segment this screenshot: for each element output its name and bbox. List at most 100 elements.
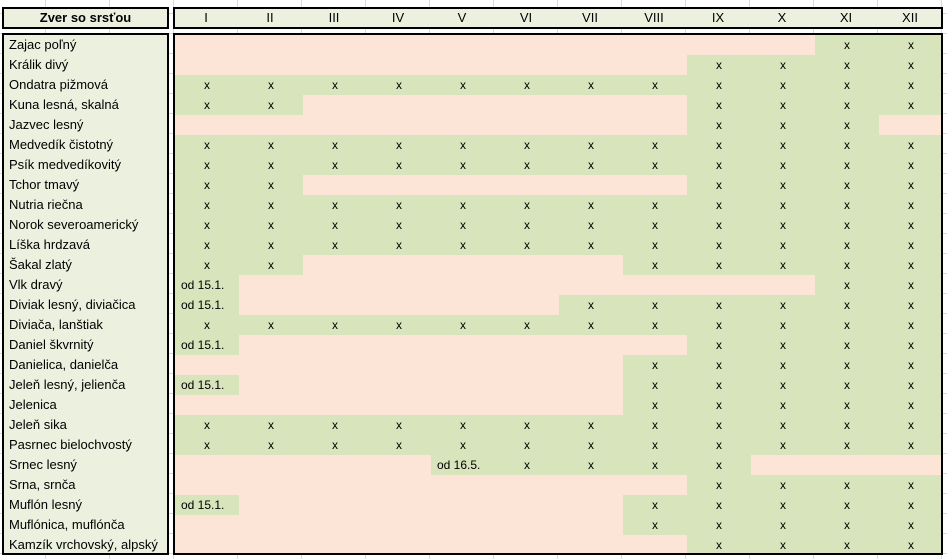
open-season-cell[interactable]: x [495,215,559,235]
open-season-cell[interactable]: x [559,295,623,315]
open-season-cell[interactable]: x [879,275,941,295]
closed-season-cell[interactable] [175,535,239,553]
closed-season-cell[interactable] [367,535,431,553]
open-season-cell[interactable]: x [751,135,815,155]
open-season-cell[interactable]: x [623,375,687,395]
animal-name[interactable]: Pasrnec bielochvostý [9,437,132,452]
open-season-cell[interactable]: x [367,135,431,155]
open-season-cell[interactable]: x [879,475,941,495]
closed-season-cell[interactable] [239,375,303,395]
animal-name[interactable]: Vlk dravý [9,277,63,292]
closed-season-cell[interactable] [495,355,559,375]
open-season-cell[interactable]: x [175,215,239,235]
open-season-cell[interactable]: x [687,435,751,455]
closed-season-cell[interactable] [431,515,495,535]
open-season-cell[interactable]: x [815,495,879,515]
closed-season-cell[interactable] [367,275,431,295]
open-season-cell[interactable]: x [559,155,623,175]
animal-name[interactable]: Norok severoamerický [9,217,139,232]
open-season-cell[interactable]: x [687,375,751,395]
closed-season-cell[interactable] [367,35,431,55]
open-season-cell[interactable]: x [879,215,941,235]
month-header-7[interactable]: VII [582,10,598,25]
closed-season-cell[interactable] [559,515,623,535]
animal-name[interactable]: Šakal zlatý [9,257,72,272]
open-season-cell[interactable]: x [303,195,367,215]
closed-season-cell[interactable] [303,495,367,515]
closed-season-cell[interactable] [367,475,431,495]
open-season-cell[interactable]: x [239,75,303,95]
animal-name[interactable]: Králik divý [9,57,69,72]
closed-season-cell[interactable] [303,535,367,553]
closed-season-cell[interactable] [239,475,303,495]
closed-season-cell[interactable] [239,35,303,55]
open-season-cell[interactable]: x [687,415,751,435]
open-season-cell[interactable]: x [559,75,623,95]
open-season-cell[interactable]: x [815,195,879,215]
closed-season-cell[interactable] [495,535,559,553]
open-season-cell[interactable]: x [175,95,239,115]
open-season-cell[interactable]: x [623,75,687,95]
open-season-cell[interactable]: x [879,415,941,435]
open-season-cell[interactable]: x [815,335,879,355]
closed-season-cell[interactable] [239,495,303,515]
closed-season-cell[interactable] [239,535,303,553]
closed-season-cell[interactable] [559,375,623,395]
open-season-cell[interactable]: x [495,415,559,435]
open-season-cell[interactable]: x [239,195,303,215]
closed-season-cell[interactable] [559,255,623,275]
open-season-cell[interactable]: x [815,95,879,115]
month-header-3[interactable]: III [328,10,340,25]
closed-season-cell[interactable] [431,395,495,415]
closed-season-cell[interactable] [303,275,367,295]
open-season-cell[interactable]: x [687,75,751,95]
open-season-cell[interactable]: x [687,255,751,275]
month-header-8[interactable]: VIII [644,10,664,25]
open-season-cell[interactable]: x [303,155,367,175]
open-season-cell[interactable]: x [559,215,623,235]
closed-season-cell[interactable] [303,55,367,75]
closed-season-cell[interactable] [623,55,687,75]
closed-season-cell[interactable] [431,495,495,515]
open-season-cell[interactable]: x [687,295,751,315]
closed-season-cell[interactable] [623,175,687,195]
closed-season-cell[interactable] [367,55,431,75]
open-season-cell[interactable]: x [815,415,879,435]
open-season-cell[interactable]: x [879,535,941,553]
animal-name[interactable]: Ondatra pižmová [9,77,108,92]
open-season-cell[interactable]: x [559,135,623,155]
closed-season-cell[interactable] [367,175,431,195]
open-season-cell[interactable]: x [879,315,941,335]
closed-season-cell[interactable] [623,95,687,115]
open-season-cell[interactable]: x [815,35,879,55]
open-season-cell[interactable]: x [623,395,687,415]
closed-season-cell[interactable] [559,35,623,55]
closed-season-cell[interactable] [559,55,623,75]
open-season-cell[interactable]: x [687,115,751,135]
open-season-cell[interactable]: x [559,195,623,215]
open-season-cell[interactable]: x [815,235,879,255]
open-season-cell[interactable]: x [303,415,367,435]
open-season-cell[interactable]: x [815,55,879,75]
closed-season-cell[interactable] [623,35,687,55]
open-season-cell[interactable]: x [815,395,879,415]
open-season-cell[interactable]: x [879,395,941,415]
closed-season-cell[interactable] [303,295,367,315]
open-season-cell[interactable]: x [687,475,751,495]
open-season-cell[interactable]: x [175,415,239,435]
open-season-cell[interactable]: x [623,255,687,275]
open-season-cell[interactable]: x [751,295,815,315]
open-season-cell[interactable]: x [431,215,495,235]
closed-season-cell[interactable] [495,515,559,535]
animal-name[interactable]: Muflónica, muflónča [9,517,125,532]
open-season-cell[interactable]: x [495,435,559,455]
open-season-cell[interactable]: x [879,235,941,255]
animal-name[interactable]: Jeleň lesný, jelienča [9,377,126,392]
closed-season-cell[interactable] [367,355,431,375]
open-season-cell[interactable]: x [815,515,879,535]
open-season-cell[interactable]: x [559,435,623,455]
month-header-9[interactable]: IX [711,10,725,25]
closed-season-cell[interactable] [367,515,431,535]
closed-season-cell[interactable] [431,535,495,553]
open-season-cell[interactable]: x [495,455,559,475]
